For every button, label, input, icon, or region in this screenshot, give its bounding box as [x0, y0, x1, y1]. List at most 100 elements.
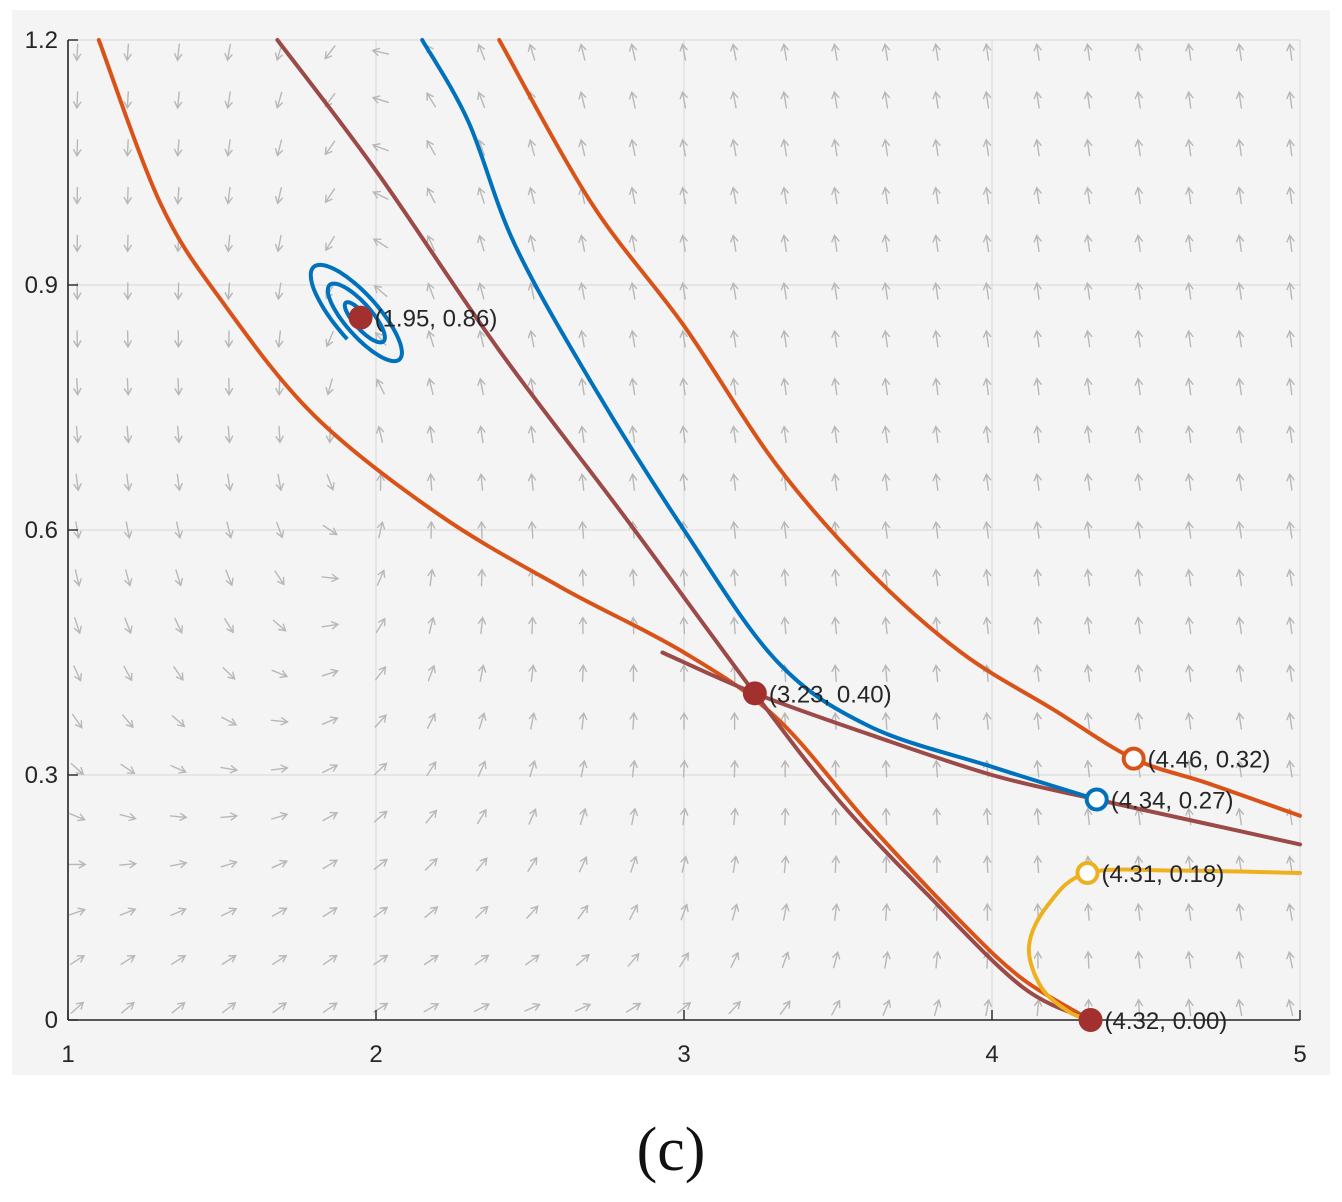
field-arrow	[426, 329, 435, 348]
field-arrow	[1185, 950, 1194, 969]
field-arrow	[1185, 902, 1194, 921]
field-arrow	[730, 329, 739, 348]
field-arrow	[882, 902, 891, 921]
field-arrow	[982, 281, 992, 300]
field-arrow	[73, 473, 82, 492]
field-arrow	[72, 43, 82, 62]
field-arrow	[730, 759, 739, 778]
field-arrow	[225, 473, 234, 492]
equilibrium-point	[1078, 1008, 1103, 1032]
field-arrow	[881, 90, 891, 109]
field-arrow	[881, 520, 891, 539]
field-arrow	[270, 764, 289, 773]
field-arrow	[831, 234, 840, 252]
field-arrow	[527, 186, 536, 204]
field-arrow	[1185, 138, 1194, 157]
field-arrow	[1033, 234, 1042, 252]
x-tick-label: 3	[677, 1041, 690, 1068]
field-arrow	[527, 425, 537, 444]
x-tick-label: 2	[369, 1041, 382, 1068]
field-arrow	[1033, 568, 1042, 587]
field-arrow	[1084, 377, 1093, 396]
field-arrow	[932, 425, 941, 444]
field-arrow	[831, 138, 840, 157]
field-arrow	[1286, 711, 1295, 730]
field-arrow	[272, 1002, 288, 1014]
field-arrow	[528, 664, 537, 682]
field-arrow	[174, 186, 183, 205]
field-arrow	[1084, 568, 1093, 587]
field-arrow	[70, 762, 85, 776]
field-arrow	[680, 807, 689, 826]
y-tick-label: 0	[45, 1007, 58, 1034]
field-arrow	[271, 907, 288, 917]
field-arrow	[679, 711, 689, 730]
field-arrow	[578, 377, 587, 396]
field-arrow	[371, 47, 390, 56]
field-arrow	[932, 42, 941, 61]
field-arrow	[1134, 377, 1143, 396]
x-tick-label: 5	[1293, 1041, 1306, 1068]
x-tick-label: 4	[985, 1041, 998, 1068]
field-arrow	[322, 907, 338, 918]
field-arrow	[578, 138, 587, 157]
field-arrow	[1033, 377, 1042, 396]
equilibrium-label: (4.32, 0.00)	[1105, 1008, 1228, 1035]
field-arrow	[629, 711, 638, 730]
field-arrow	[171, 715, 186, 728]
field-arrow	[174, 330, 183, 349]
field-arrow	[577, 904, 589, 920]
points: (1.95, 0.86) (3.23, 0.40) (4.32, 0.00) (4.4…	[348, 305, 1270, 1035]
field-arrow	[677, 1001, 692, 1014]
field-arrow	[578, 520, 587, 539]
field-arrow	[932, 616, 941, 635]
field-arrow	[1185, 998, 1194, 1017]
field-arrow	[373, 954, 389, 966]
field-arrow	[1033, 520, 1042, 539]
field-arrow	[730, 234, 739, 252]
field-arrow	[1033, 855, 1042, 874]
field-arrow	[322, 716, 339, 725]
field-arrow	[73, 234, 82, 253]
field-arrow	[73, 617, 82, 635]
field-arrow	[730, 855, 739, 873]
field-arrow	[1235, 138, 1245, 157]
field-arrow	[1033, 807, 1042, 826]
field-arrow	[780, 186, 789, 205]
field-arrow	[325, 235, 335, 252]
field-arrow	[274, 187, 284, 205]
field-arrow	[528, 520, 537, 539]
field-arrow	[1185, 425, 1194, 444]
field-arrow	[831, 281, 840, 300]
field-arrow	[730, 711, 739, 730]
field-arrow	[73, 282, 82, 301]
field-arrow	[427, 664, 436, 682]
trajectory-spiral	[308, 262, 404, 364]
field-arrow	[629, 377, 638, 396]
field-arrow	[982, 42, 992, 61]
field-arrow	[1286, 281, 1295, 300]
field-arrow	[579, 759, 588, 778]
trajectory-orange-upper	[497, 38, 1302, 818]
field-arrow	[831, 186, 840, 205]
field-arrow	[680, 903, 689, 921]
field-arrow	[1033, 664, 1042, 682]
field-arrow	[124, 569, 133, 587]
x-tick-label: 1	[61, 1041, 74, 1068]
field-arrow	[123, 425, 133, 444]
field-arrow	[275, 473, 284, 492]
field-arrow	[321, 621, 340, 630]
field-arrow	[1235, 616, 1245, 635]
field-arrow	[527, 281, 536, 300]
field-arrow	[881, 568, 891, 587]
field-arrow	[1033, 90, 1042, 109]
field-arrow	[321, 668, 340, 677]
field-arrow	[629, 759, 638, 778]
field-arrow	[1084, 281, 1093, 300]
field-arrow	[983, 520, 992, 539]
field-arrow	[225, 569, 234, 587]
field-arrow	[124, 521, 133, 540]
field-arrow	[730, 425, 739, 444]
field-arrow	[1084, 664, 1093, 682]
field-arrow	[274, 91, 283, 110]
